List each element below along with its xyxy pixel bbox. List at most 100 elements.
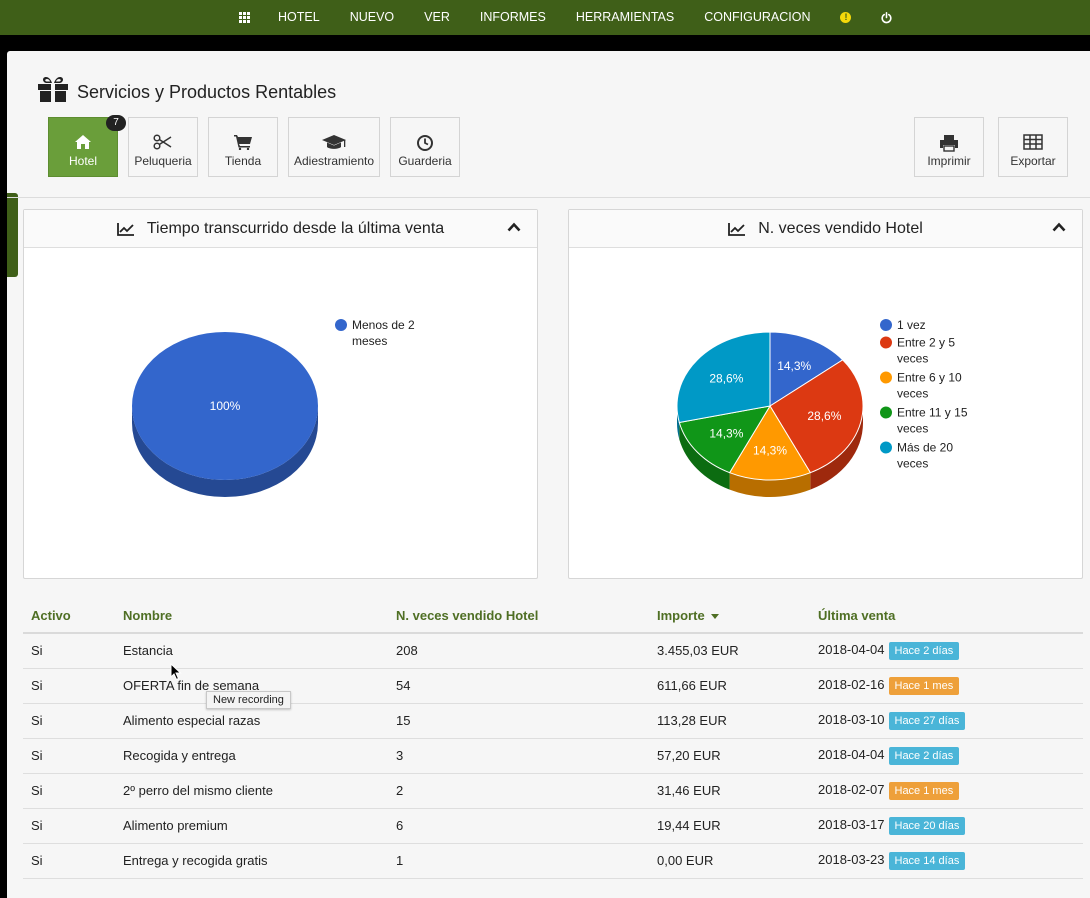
power-icon bbox=[881, 11, 892, 23]
table-row[interactable]: Si Entrega y recogida gratis 1 0,00 EUR 2018… bbox=[23, 843, 1083, 879]
pie-slice[interactable] bbox=[676, 331, 771, 424]
tile-tienda[interactable]: Tienda bbox=[208, 117, 278, 177]
gift-icon bbox=[38, 76, 68, 102]
pie-slice[interactable] bbox=[769, 331, 844, 407]
legend-label: veces bbox=[897, 457, 928, 471]
power-button[interactable] bbox=[866, 0, 907, 35]
scissors-icon bbox=[129, 134, 197, 152]
chart-panel-times-sold: N. veces vendido Hotel 14,3% 28,6% 14,3% 14… bbox=[568, 209, 1083, 579]
line-chart-icon bbox=[728, 222, 746, 236]
cell-veces-vendido: 2 bbox=[396, 773, 657, 809]
pie-slice-side bbox=[679, 422, 730, 490]
cell-ultima-venta: 2018-03-17 Hace 20 días bbox=[818, 808, 1083, 844]
main-content: Servicios y Productos Rentables 7 Hotel … bbox=[7, 51, 1090, 898]
pie-slice-side bbox=[132, 406, 318, 497]
legend-label: Entre 6 y 10 bbox=[897, 371, 962, 385]
graduation-cap-icon bbox=[289, 134, 379, 152]
header-veces-vendido[interactable]: N. veces vendido Hotel bbox=[396, 599, 657, 634]
pie-slice[interactable] bbox=[769, 359, 864, 474]
cart-icon bbox=[209, 134, 277, 152]
tile-peluqueria[interactable]: Peluqueria bbox=[128, 117, 198, 177]
nav-hotel[interactable]: HOTEL bbox=[278, 10, 320, 24]
legend-label: Menos de 2 bbox=[352, 318, 415, 332]
nav-configuracion[interactable]: CONFIGURACION bbox=[704, 10, 811, 24]
header-nombre[interactable]: Nombre bbox=[123, 599, 396, 634]
header-importe[interactable]: Importe bbox=[657, 599, 818, 634]
cell-veces-vendido: 1 bbox=[396, 843, 657, 879]
cell-veces-vendido: 208 bbox=[396, 633, 657, 669]
legend-swatch bbox=[880, 336, 892, 349]
nav-herramientas[interactable]: HERRAMIENTAS bbox=[575, 10, 675, 24]
pie-slice[interactable] bbox=[728, 405, 812, 481]
cell-importe: 611,66 EUR bbox=[657, 668, 818, 704]
tile-label: Adiestramiento bbox=[293, 154, 375, 168]
header-activo[interactable]: Activo bbox=[23, 599, 123, 634]
table-icon bbox=[999, 134, 1067, 152]
chevron-up-icon[interactable] bbox=[1052, 222, 1066, 232]
relative-time-badge: Hace 27 días bbox=[888, 711, 966, 730]
legend-label: veces bbox=[897, 387, 928, 401]
header-ultima-venta[interactable]: Última venta bbox=[818, 599, 1083, 634]
cell-ultima-venta: 2018-03-23 Hace 14 días bbox=[818, 843, 1083, 879]
relative-time-badge: Hace 14 días bbox=[888, 851, 966, 870]
panel-header: N. veces vendido Hotel bbox=[569, 210, 1082, 248]
legend-item[interactable]: Entre 11 y 15 veces bbox=[880, 406, 968, 436]
last-sale-date: 2018-02-16 bbox=[818, 676, 885, 692]
pie-slice[interactable] bbox=[132, 332, 318, 480]
tile-label: Tienda bbox=[224, 154, 262, 168]
page-header: Servicios y Productos Rentables bbox=[37, 74, 336, 103]
tile-adiestramiento[interactable]: Adiestramiento bbox=[288, 117, 380, 177]
table-row[interactable]: Si OFERTA fin de semana 54 611,66 EUR 2018-0… bbox=[23, 668, 1083, 704]
legend-label: 1 vez bbox=[897, 318, 926, 332]
panel-title: N. veces vendido Hotel bbox=[758, 219, 923, 237]
pie-chart-times-sold: 14,3% 28,6% 14,3% 14,3% 28,6% 1 vez Entre 2 y … bbox=[676, 318, 968, 497]
side-tab[interactable] bbox=[7, 193, 18, 277]
relative-time-badge: Hace 1 mes bbox=[888, 676, 960, 695]
home-icon bbox=[49, 134, 117, 152]
chevron-up-icon[interactable] bbox=[507, 222, 521, 232]
cell-activo: Si bbox=[23, 738, 123, 774]
pie-chart-last-sale: 100% Menos de 2 meses bbox=[132, 318, 415, 497]
pie-slice[interactable] bbox=[678, 405, 772, 474]
relative-time-badge: Hace 2 días bbox=[888, 746, 960, 765]
cell-importe: 31,46 EUR bbox=[657, 773, 818, 809]
nav-nuevo[interactable]: NUEVO bbox=[349, 10, 395, 24]
legend-swatch bbox=[880, 406, 892, 419]
cell-nombre: 2º perro del mismo cliente bbox=[123, 773, 396, 809]
table-row[interactable]: Si Alimento especial razas 15 113,28 EUR 201… bbox=[23, 703, 1083, 739]
legend-label: Más de 20 bbox=[897, 441, 953, 455]
legend-item[interactable]: 1 vez bbox=[880, 318, 926, 332]
tile-hotel[interactable]: 7 Hotel bbox=[48, 115, 126, 177]
alert-button[interactable]: ! bbox=[825, 0, 866, 35]
export-button[interactable]: Exportar bbox=[998, 117, 1068, 177]
table-row[interactable]: Si Alimento premium 6 19,44 EUR 2018-03-17 Ha… bbox=[23, 808, 1083, 844]
cell-activo: Si bbox=[23, 808, 123, 844]
nav-ver[interactable]: VER bbox=[424, 10, 450, 24]
apps-grid-icon[interactable] bbox=[226, 0, 263, 35]
table-row[interactable]: Si 2º perro del mismo cliente 2 31,46 EUR 20… bbox=[23, 773, 1083, 809]
cell-ultima-venta: 2018-02-16 Hace 1 mes bbox=[818, 668, 1083, 704]
cell-importe: 113,28 EUR bbox=[657, 703, 818, 739]
relative-time-badge: Hace 2 días bbox=[888, 641, 960, 660]
nav-informes[interactable]: INFORMES bbox=[479, 10, 546, 24]
mouse-cursor-icon bbox=[170, 663, 182, 681]
pie-slice-label: 14,3% bbox=[777, 359, 811, 373]
pie-slice-label: 100% bbox=[210, 399, 241, 413]
cell-ultima-venta: 2018-02-07 Hace 1 mes bbox=[818, 773, 1083, 809]
table-row[interactable]: Si Estancia 208 3.455,03 EUR 2018-04-04 Hace … bbox=[23, 633, 1083, 669]
cell-veces-vendido: 6 bbox=[396, 808, 657, 844]
last-sale-date: 2018-03-10 bbox=[818, 711, 885, 727]
legend-item[interactable]: Entre 2 y 5 veces bbox=[880, 336, 955, 366]
pie-slice-label: 28,6% bbox=[709, 371, 743, 385]
divider bbox=[7, 197, 1090, 198]
tile-guarderia[interactable]: Guarderia bbox=[390, 117, 460, 177]
legend-item[interactable]: Menos de 2 meses bbox=[335, 318, 415, 348]
legend-swatch bbox=[880, 371, 892, 384]
table-row[interactable]: Si Recogida y entrega 3 57,20 EUR 2018-04-04… bbox=[23, 738, 1083, 774]
legend-item[interactable]: Más de 20 veces bbox=[880, 441, 953, 471]
tile-label: Imprimir bbox=[927, 154, 971, 168]
legend-item[interactable]: Entre 6 y 10 veces bbox=[880, 371, 962, 401]
count-badge: 7 bbox=[106, 115, 126, 131]
print-button[interactable]: Imprimir bbox=[914, 117, 984, 177]
cell-importe: 0,00 EUR bbox=[657, 843, 818, 879]
